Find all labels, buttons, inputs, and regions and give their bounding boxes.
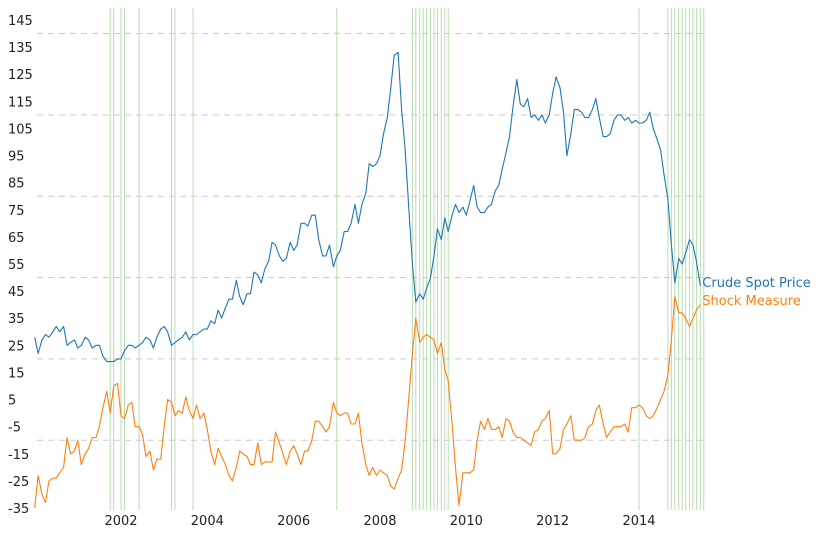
y-tick-label: 15 [8,366,25,381]
x-tick-label: 2006 [277,514,310,529]
y-tick-label: 115 [8,95,33,110]
x-tick-label: 2010 [450,514,483,529]
x-axis-ticks: 2002 2004 2006 2008 2010 2012 2014 [104,514,655,529]
y-tick-label: 125 [8,68,33,83]
series-line-shock-measure [34,295,701,509]
y-tick-label: 95 [8,150,25,165]
y-tick-label: 85 [8,177,25,192]
y-tick-label: 75 [8,204,25,219]
y-tick-label: 45 [8,285,25,300]
y-tick-label: 135 [8,41,33,56]
y-tick-label: -35 [8,502,29,517]
y-tick-label: -25 [8,475,29,490]
x-tick-label: 2004 [191,514,224,529]
series-label-shock-measure: Shock Measure [702,294,801,309]
series-labels: Crude Spot Price Shock Measure [702,276,810,309]
y-tick-label: 35 [8,312,25,327]
x-tick-label: 2002 [104,514,137,529]
x-tick-label: 2014 [622,514,655,529]
y-axis-ticks: 145 135 125 115 105 95 85 75 65 55 45 35 25 15 5 -5 -15 -… [8,14,33,517]
y-tick-label: -5 [8,421,21,436]
y-tick-label: -15 [8,448,29,463]
y-tick-label: 105 [8,122,33,137]
series-label-crude-spot-price: Crude Spot Price [702,276,810,291]
x-tick-label: 2012 [536,514,569,529]
y-tick-label: 65 [8,231,25,246]
y-tick-label: 25 [8,339,25,354]
x-tick-label: 2008 [363,514,396,529]
series-lines [34,51,701,509]
gridlines [37,33,706,441]
y-tick-label: 55 [8,258,25,273]
y-tick-label: 5 [8,394,16,409]
y-tick-label: 145 [8,14,33,29]
event-lines [109,8,705,510]
series-line-crude-spot-price [34,51,701,363]
